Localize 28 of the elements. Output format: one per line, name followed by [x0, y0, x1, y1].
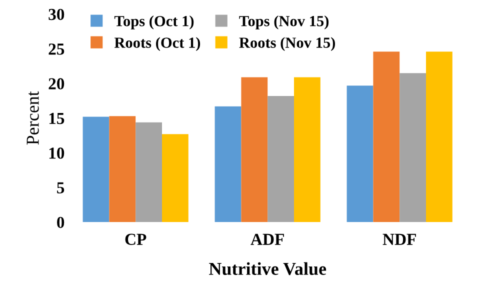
- y-tick-label: 0: [57, 216, 64, 228]
- legend-label: Roots (Oct 1): [114, 37, 200, 51]
- x-tick-label: CP: [125, 234, 146, 245]
- bar: [426, 52, 452, 222]
- bar: [268, 96, 294, 222]
- x-tick-label: ADF: [250, 234, 284, 245]
- bar: [400, 73, 426, 222]
- bar: [109, 116, 136, 222]
- bar: [82, 116, 110, 222]
- legend-label: Tops (Nov 15): [239, 16, 329, 30]
- x-tick-label: NDF: [382, 234, 416, 245]
- bar: [162, 134, 188, 222]
- y-tick-label: 30: [48, 8, 64, 20]
- bar: [294, 77, 320, 222]
- bar: [373, 52, 400, 222]
- y-tick-label: 10: [49, 148, 64, 159]
- bar: [214, 106, 242, 222]
- legend-label: Roots (Nov 15): [239, 37, 336, 51]
- x-axis-title: Nutritive Value: [209, 262, 326, 276]
- bar: [241, 77, 268, 222]
- y-tick-label: 20: [48, 78, 64, 90]
- bar: [136, 122, 162, 222]
- y-axis-title: Percent: [26, 91, 39, 145]
- bar: [346, 86, 374, 222]
- y-tick-label: 5: [57, 182, 64, 194]
- legend-label: Tops (Oct 1): [114, 16, 194, 30]
- y-tick-label: 15: [49, 112, 64, 124]
- y-tick-label: 25: [48, 44, 64, 55]
